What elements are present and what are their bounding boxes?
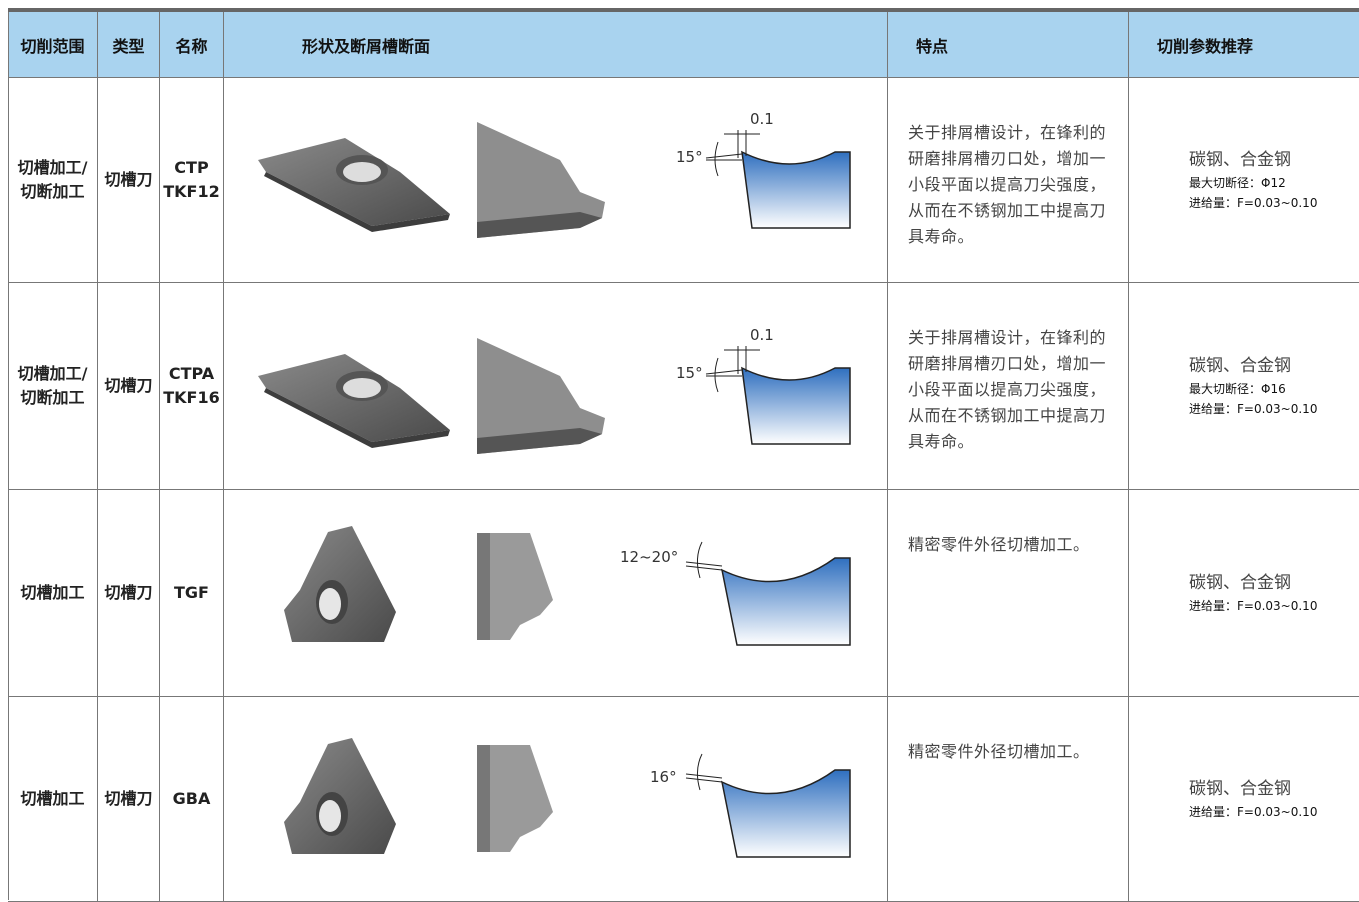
type-text: 切槽刀 bbox=[104, 789, 153, 808]
header-cell: 切削参数推荐 bbox=[1129, 12, 1359, 78]
left-border bbox=[8, 12, 9, 900]
name-cell: CTP TKF12 bbox=[160, 78, 224, 283]
range-cell: 切槽加工/切断加工 bbox=[8, 283, 98, 490]
range-text: 切槽加工 bbox=[20, 583, 85, 602]
params-cell: 碳钢、合金钢最大切断径：Φ12 进给量：F=0.03~0.10 bbox=[1129, 78, 1359, 283]
feature-cell: 关于排屑槽设计，在锋利的研磨排屑槽刃口处，增加一小段平面以提高刀尖强度，从而在不… bbox=[888, 283, 1129, 490]
param-text: 进给量：F=0.03~0.10 bbox=[1189, 402, 1318, 416]
shape-cell bbox=[224, 490, 888, 697]
header-text: 特点 bbox=[916, 36, 949, 56]
type-text: 切槽刀 bbox=[104, 376, 153, 395]
header-cell: 名称 bbox=[160, 12, 224, 78]
params-cell: 碳钢、合金钢最大切断径：Φ16 进给量：F=0.03~0.10 bbox=[1129, 283, 1359, 490]
feature-text: 关于排屑槽设计，在锋利的研磨排屑槽刃口处，增加一小段平面以提高刀尖强度，从而在不… bbox=[908, 328, 1107, 451]
param-text: 最大切断径：Φ12 bbox=[1189, 176, 1286, 190]
name-cell: GBA bbox=[160, 697, 224, 902]
header-cell: 形状及断屑槽断面 bbox=[224, 12, 888, 78]
header-text: 名称 bbox=[175, 36, 208, 56]
shape-cell bbox=[224, 283, 888, 490]
feature-text: 精密零件外径切槽加工。 bbox=[908, 742, 1090, 761]
material-text: 碳钢、合金钢 bbox=[1189, 779, 1291, 799]
type-cell: 切槽刀 bbox=[98, 490, 160, 697]
name-text: TKF16 bbox=[163, 388, 220, 407]
material-text: 碳钢、合金钢 bbox=[1189, 150, 1291, 170]
header-text: 切削参数推荐 bbox=[1157, 36, 1254, 56]
feature-text: 精密零件外径切槽加工。 bbox=[908, 535, 1090, 554]
param-text: 进给量：F=0.03~0.10 bbox=[1189, 805, 1318, 819]
range-cell: 切槽加工 bbox=[8, 697, 98, 902]
name-text: TKF12 bbox=[163, 182, 220, 201]
range-text: 切槽加工/ bbox=[17, 364, 88, 383]
material-text: 碳钢、合金钢 bbox=[1189, 356, 1291, 376]
param-text: 进给量：F=0.03~0.10 bbox=[1189, 196, 1318, 210]
name-cell: TGF bbox=[160, 490, 224, 697]
param-text: 进给量：F=0.03~0.10 bbox=[1189, 599, 1318, 613]
range-cell: 切槽加工 bbox=[8, 490, 98, 697]
header-text: 形状及断屑槽断面 bbox=[302, 36, 431, 56]
header-cell: 特点 bbox=[888, 12, 1129, 78]
header-text: 切削范围 bbox=[20, 36, 85, 56]
type-text: 切槽刀 bbox=[104, 583, 153, 602]
type-cell: 切槽刀 bbox=[98, 283, 160, 490]
range-text: 切槽加工/ bbox=[17, 158, 88, 177]
material-text: 碳钢、合金钢 bbox=[1189, 573, 1291, 593]
feature-cell: 精密零件外径切槽加工。 bbox=[888, 490, 1129, 697]
shape-cell bbox=[224, 697, 888, 902]
name-text: CTP bbox=[174, 158, 209, 177]
name-text: TGF bbox=[174, 583, 209, 602]
range-text: 切断加工 bbox=[20, 388, 85, 407]
top-bar bbox=[8, 8, 1359, 12]
feature-text: 关于排屑槽设计，在锋利的研磨排屑槽刃口处，增加一小段平面以提高刀尖强度，从而在不… bbox=[908, 123, 1107, 246]
name-text: GBA bbox=[172, 789, 211, 808]
range-text: 切槽加工 bbox=[20, 789, 85, 808]
param-text: 最大切断径：Φ16 bbox=[1189, 382, 1286, 396]
type-cell: 切槽刀 bbox=[98, 697, 160, 902]
type-text: 切槽刀 bbox=[104, 170, 153, 189]
name-text: CTPA bbox=[168, 364, 215, 383]
name-cell: CTPA TKF16 bbox=[160, 283, 224, 490]
params-cell: 碳钢、合金钢进给量：F=0.03~0.10 bbox=[1129, 697, 1359, 902]
range-text: 切断加工 bbox=[20, 182, 85, 201]
type-cell: 切槽刀 bbox=[98, 78, 160, 283]
feature-cell: 精密零件外径切槽加工。 bbox=[888, 697, 1129, 902]
header-cell: 类型 bbox=[98, 12, 160, 78]
params-cell: 碳钢、合金钢进给量：F=0.03~0.10 bbox=[1129, 490, 1359, 697]
header-text: 类型 bbox=[112, 36, 145, 56]
header-cell: 切削范围 bbox=[8, 12, 98, 78]
shape-cell bbox=[224, 78, 888, 283]
range-cell: 切槽加工/切断加工 bbox=[8, 78, 98, 283]
feature-cell: 关于排屑槽设计，在锋利的研磨排屑槽刃口处，增加一小段平面以提高刀尖强度，从而在不… bbox=[888, 78, 1129, 283]
